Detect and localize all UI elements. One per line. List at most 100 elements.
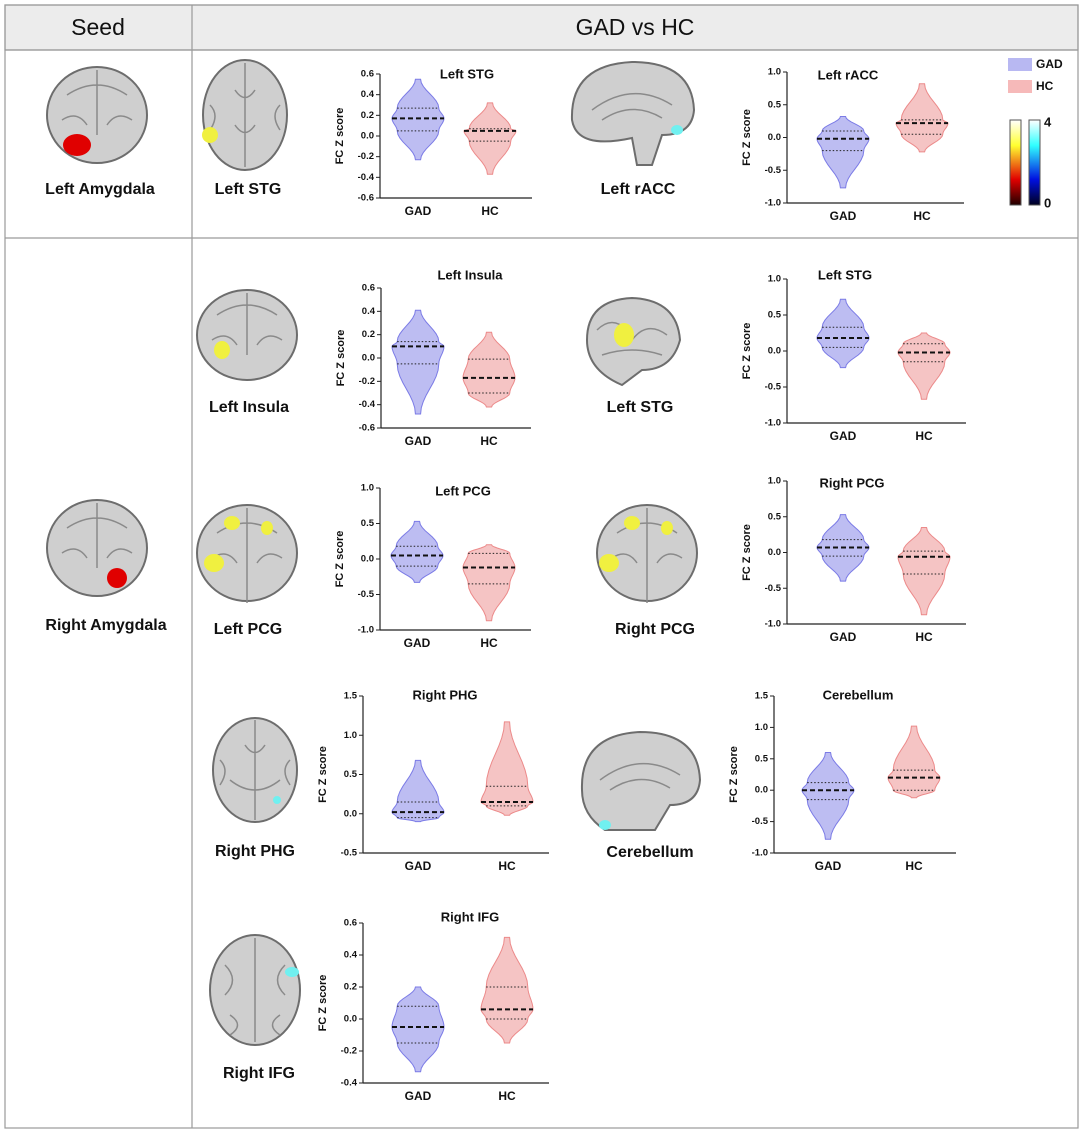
violin-chart: -0.5 0.0 0.5 1.0 1.5 FC Z score Right PHG GAD HC — [317, 687, 549, 873]
legend-label: GAD — [1036, 57, 1063, 71]
violin-body — [480, 936, 534, 1044]
x-tick-label: GAD — [405, 434, 432, 448]
violin-body — [390, 520, 444, 583]
y-tick-label: 0.5 — [768, 511, 782, 522]
violin-body — [462, 331, 516, 408]
y-tick-label: -1.0 — [765, 418, 781, 429]
violin-body — [463, 102, 517, 175]
y-axis-label: FC Z score — [741, 524, 753, 581]
violin-body — [480, 721, 534, 816]
region-label: Cerebellum — [606, 844, 693, 861]
chart-title: Left rACC — [818, 67, 879, 82]
y-tick-label: -1.0 — [358, 625, 374, 636]
violin-chart: -0.6 -0.4 -0.2 0.0 0.2 0.4 0.6 FC Z score Left I… — [335, 267, 531, 448]
violin-chart: -1.0 -0.5 0.0 0.5 1.0 1.5 FC Z score Cerebellum… — [728, 687, 956, 873]
y-tick-label: -0.5 — [765, 165, 782, 176]
legend-swatch — [1008, 80, 1032, 93]
y-tick-label: -0.5 — [358, 589, 375, 600]
violin-body — [895, 83, 949, 153]
y-tick-label: 1.5 — [344, 691, 358, 702]
violin-body — [897, 527, 951, 616]
chart-title: Right PCG — [820, 475, 885, 490]
violin-chart: -1.0 -0.5 0.0 0.5 1.0 FC Z score Left rACC GAD H… — [741, 67, 964, 223]
x-tick-label: GAD — [405, 859, 432, 873]
y-axis-label: FC Z score — [317, 975, 329, 1032]
chart-title: Left PCG — [435, 483, 491, 498]
y-tick-label: -0.4 — [359, 399, 376, 410]
x-tick-label: HC — [913, 209, 931, 223]
y-tick-label: 1.0 — [755, 722, 768, 733]
y-tick-label: 0.5 — [361, 518, 375, 529]
violin-body — [391, 759, 445, 823]
brain-images — [46, 59, 702, 1046]
region-label: Left Insula — [209, 399, 289, 416]
y-tick-label: 1.0 — [361, 483, 374, 494]
x-tick-label: HC — [498, 1089, 516, 1103]
y-tick-label: 0.4 — [362, 306, 376, 317]
x-tick-label: GAD — [830, 429, 857, 443]
y-tick-label: 0.6 — [344, 918, 357, 929]
chart-title: Left Insula — [437, 267, 503, 282]
x-tick-label: HC — [481, 204, 499, 218]
x-tick-label: GAD — [830, 630, 857, 644]
chart-title: Cerebellum — [823, 687, 894, 702]
y-tick-label: 0.2 — [361, 110, 374, 121]
y-tick-label: 0.0 — [362, 353, 375, 364]
violin-body — [801, 752, 855, 840]
y-tick-label: 0.5 — [755, 753, 769, 764]
y-tick-label: -0.5 — [341, 848, 358, 859]
region-label: Left PCG — [214, 621, 282, 638]
legend: GAD HC — [1008, 57, 1063, 93]
y-tick-label: 0.0 — [768, 132, 781, 143]
violin-chart: -0.6 -0.4 -0.2 0.0 0.2 0.4 0.6 FC Z score Left S… — [334, 66, 532, 218]
y-tick-label: 0.0 — [344, 1014, 357, 1025]
y-tick-label: -1.0 — [765, 198, 781, 209]
y-axis-label: FC Z score — [334, 108, 346, 165]
y-tick-label: 0.0 — [755, 785, 768, 796]
x-tick-label: HC — [480, 636, 498, 650]
brain-labels: Left STG Left rACC Left Insula Left STG … — [209, 181, 695, 1082]
y-tick-label: 0.0 — [344, 808, 357, 819]
y-tick-label: 0.2 — [362, 329, 375, 340]
y-tick-label: -0.2 — [341, 1046, 357, 1057]
colorbar-min: 0 — [1044, 195, 1051, 210]
y-axis-label: FC Z score — [334, 531, 346, 588]
x-tick-label: HC — [905, 859, 923, 873]
colorbar: 4 0 — [1009, 114, 1052, 210]
y-tick-label: 0.5 — [768, 310, 782, 321]
region-label: Right IFG — [223, 1065, 295, 1082]
legend-swatch — [1008, 58, 1032, 71]
seed-label: Right Amygdala — [45, 617, 166, 634]
violin-chart: -1.0 -0.5 0.0 0.5 1.0 FC Z score Right PCG GAD H… — [741, 475, 966, 644]
y-tick-label: 0.6 — [362, 283, 375, 294]
x-tick-label: HC — [915, 429, 933, 443]
y-axis-label: FC Z score — [741, 323, 753, 380]
y-tick-label: -0.4 — [358, 172, 375, 183]
chart-title: Right IFG — [441, 909, 500, 924]
y-tick-label: 0.0 — [768, 547, 781, 558]
y-tick-label: 1.0 — [344, 730, 357, 741]
x-tick-label: HC — [480, 434, 498, 448]
violin-chart: -1.0 -0.5 0.0 0.5 1.0 FC Z score Left PCG GAD HC — [334, 483, 531, 650]
region-label: Left STG — [215, 181, 282, 198]
violin-chart: -1.0 -0.5 0.0 0.5 1.0 FC Z score Left STG GAD HC — [741, 267, 966, 443]
y-tick-label: 0.2 — [344, 982, 357, 993]
violin-body — [816, 298, 870, 369]
colorbar-hot — [1009, 119, 1022, 206]
y-tick-label: 0.5 — [344, 769, 358, 780]
y-axis-label: FC Z score — [728, 746, 740, 803]
table-frame — [4, 4, 1079, 1129]
y-tick-label: 1.0 — [768, 67, 781, 78]
violin-body — [897, 332, 951, 400]
y-tick-label: -1.0 — [765, 619, 781, 630]
y-tick-label: 0.0 — [768, 346, 781, 357]
y-tick-label: 0.6 — [361, 69, 374, 80]
y-axis-label: FC Z score — [335, 330, 347, 387]
region-label: Right PCG — [615, 621, 695, 638]
y-tick-label: -0.5 — [765, 382, 782, 393]
x-tick-label: GAD — [815, 859, 842, 873]
y-tick-label: -0.4 — [341, 1078, 358, 1089]
y-tick-label: 0.5 — [768, 99, 782, 110]
region-label: Left rACC — [601, 181, 676, 198]
